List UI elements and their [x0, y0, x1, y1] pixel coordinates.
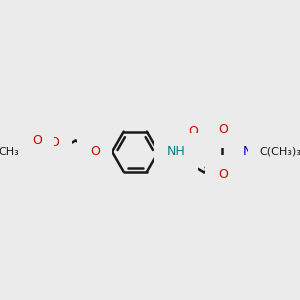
Text: NH: NH [166, 145, 185, 158]
Text: O: O [90, 145, 100, 158]
Text: O: O [50, 136, 59, 149]
Text: N: N [243, 145, 252, 158]
Text: CH₃: CH₃ [0, 147, 19, 157]
Text: O: O [188, 124, 198, 137]
Text: O: O [218, 123, 228, 136]
Text: O: O [32, 134, 42, 147]
Text: O: O [218, 168, 228, 181]
Text: C(CH₃)₃: C(CH₃)₃ [260, 147, 300, 157]
